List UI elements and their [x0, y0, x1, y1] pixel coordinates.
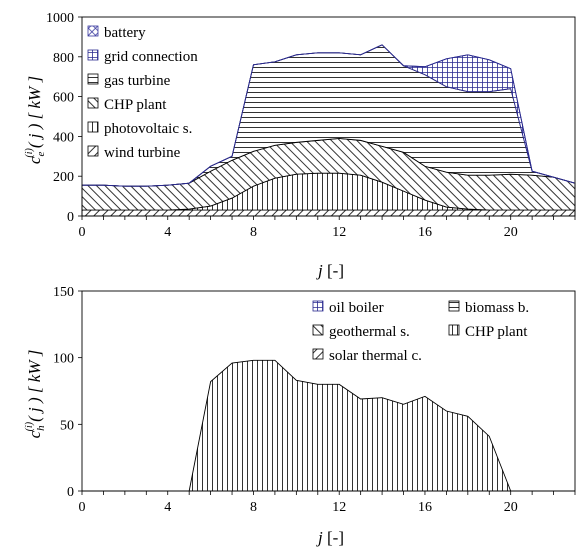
legend-wind-turbine: wind turbine: [87, 145, 181, 161]
legend-swatch-chp-plant-heat: [448, 324, 460, 336]
bottom-y-tick-label: 150: [53, 285, 74, 300]
legend-grid-connection: grid connection: [87, 49, 198, 65]
bottom-axes: 0 4 8 12 16 20 0 50 100 150: [53, 285, 576, 515]
top-x-tick-label: 0: [79, 225, 86, 240]
bottom-y-tick-label: 100: [53, 352, 74, 367]
legend-battery: battery: [87, 25, 146, 41]
legend-label-battery: battery: [104, 25, 146, 41]
bottom-x-tick-label: 16: [418, 500, 432, 515]
legend-label-solar-thermal: solar thermal c.: [329, 348, 422, 364]
top-x-tick-label: 16: [418, 225, 432, 240]
legend-label-photovoltaic: photovoltaic s.: [104, 121, 192, 137]
top-y-tick-label: 1000: [46, 11, 74, 26]
legend-swatch-battery: [87, 25, 99, 37]
bottom-x-tick-label: 20: [504, 500, 518, 515]
legend-swatch-photovoltaic: [87, 121, 99, 133]
legend-biomass: biomass b.: [448, 300, 529, 316]
legend-label-oil-boiler: oil boiler: [329, 300, 384, 316]
bottom-y-tick-label: 0: [67, 485, 74, 500]
top-x-tick-label: 8: [250, 225, 257, 240]
bottom-x-tick-label: 4: [164, 500, 171, 515]
top-x-tick-label: 20: [504, 225, 518, 240]
bottom-legend: oil boiler geothermal s. solar thermal c…: [312, 300, 529, 364]
legend-label-wind-turbine: wind turbine: [104, 145, 181, 161]
legend-swatch-grid-connection: [87, 49, 99, 61]
top-x-tick-label: 4: [164, 225, 171, 240]
bottom-y-tick-label: 50: [60, 418, 74, 433]
top-area-wind-turbine: [81, 209, 576, 217]
bottom-y-axis-label: ch(i)( j ) [ kW ]: [24, 350, 47, 439]
top-y-tick-label: 400: [53, 130, 74, 145]
legend-swatch-oil-boiler: [312, 300, 324, 312]
legend-swatch-biomass: [448, 300, 460, 312]
top-x-axis-label: j [-]: [316, 261, 344, 280]
legend-label-chp-plant: CHP plant: [104, 97, 167, 113]
legend-swatch-geothermal: [312, 324, 324, 336]
legend-swatch-gas-turbine: [87, 73, 99, 85]
bottom-area-chp-plant: [82, 359, 575, 492]
legend-oil-boiler: oil boiler: [312, 300, 384, 316]
bottom-x-axis-label: j [-]: [316, 528, 344, 547]
bottom-x-tick-label: 0: [79, 500, 86, 515]
legend-label-chp-plant-heat: CHP plant: [465, 324, 528, 340]
legend-gas-turbine: gas turbine: [87, 73, 171, 89]
top-x-tick-label: 12: [332, 225, 346, 240]
top-plot-frame: [81, 16, 576, 217]
legend-label-biomass: biomass b.: [465, 300, 529, 316]
top-legend: battery grid connection gas turbine CHP …: [87, 25, 198, 161]
bottom-x-tick-label: 12: [332, 500, 346, 515]
top-y-tick-label: 0: [67, 210, 74, 225]
bottom-chart: 0 4 8 12 16 20 0 50 100 150 oil boiler geothermal…: [24, 285, 576, 547]
legend-photovoltaic: photovoltaic s.: [87, 121, 192, 137]
top-y-tick-label: 600: [53, 91, 74, 106]
legend-label-geothermal: geothermal s.: [329, 324, 410, 340]
top-stacked-areas: [81, 44, 576, 217]
top-y-tick-label: 200: [53, 170, 74, 185]
legend-swatch-wind-turbine: [87, 145, 99, 157]
legend-chp-plant: CHP plant: [87, 97, 167, 113]
legend-solar-thermal: solar thermal c.: [312, 348, 422, 364]
legend-swatch-chp-plant: [87, 97, 99, 109]
bottom-x-tick-label: 8: [250, 500, 257, 515]
legend-geothermal: geothermal s.: [312, 324, 410, 340]
legend-label-grid-connection: grid connection: [104, 49, 198, 65]
legend-swatch-solar-thermal: [312, 348, 324, 360]
bottom-stacked-areas: [82, 359, 575, 492]
bottom-plot-frame: [81, 290, 576, 492]
top-y-axis-label: ce(i)( j ) [ kW ]: [24, 76, 47, 164]
legend-label-gas-turbine: gas turbine: [104, 73, 171, 89]
top-y-tick-label: 800: [53, 51, 74, 66]
legend-chp-plant-heat: CHP plant: [448, 324, 528, 340]
